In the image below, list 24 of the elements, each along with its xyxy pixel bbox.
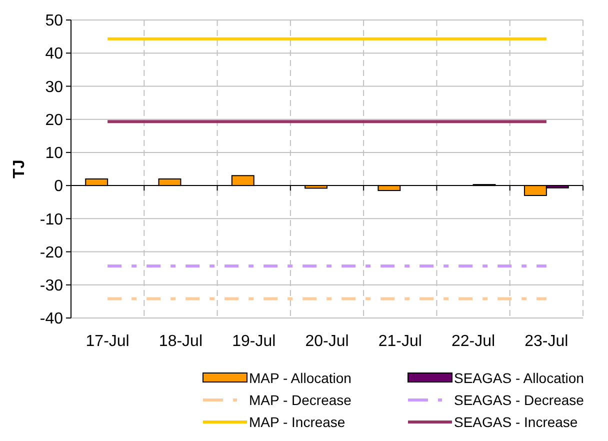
legend-label: MAP - Decrease bbox=[249, 392, 352, 408]
y-tick-label: 0 bbox=[54, 178, 64, 196]
y-tick-label: 10 bbox=[45, 145, 64, 162]
y-tick-label: -10 bbox=[40, 211, 64, 228]
x-tick-label: 22-Jul bbox=[451, 333, 496, 350]
y-axis-title: TJ bbox=[11, 160, 28, 178]
legend-label: MAP - Allocation bbox=[249, 370, 352, 386]
legend-label: SEAGAS - Decrease bbox=[454, 392, 584, 408]
y-tick-label: -20 bbox=[40, 244, 64, 262]
legend-label: SEAGAS - Increase bbox=[454, 414, 578, 430]
y-tick-label: -30 bbox=[40, 277, 64, 294]
y-tick-label: 50 bbox=[45, 12, 64, 30]
legend-label: SEAGAS - Allocation bbox=[454, 370, 584, 386]
x-tick-label: 17-Jul bbox=[86, 333, 130, 350]
x-tick-label: 19-Jul bbox=[232, 333, 276, 350]
y-tick-label: 40 bbox=[45, 46, 64, 63]
x-tick-label: 18-Jul bbox=[158, 333, 203, 350]
x-tick-label: 21-Jul bbox=[378, 333, 422, 350]
y-tick-label: 30 bbox=[45, 78, 64, 96]
x-tick-label: 23-Jul bbox=[524, 333, 568, 350]
y-tick-label: -40 bbox=[40, 310, 64, 328]
legend-label: MAP - Increase bbox=[249, 414, 346, 430]
y-tick-label: 20 bbox=[45, 112, 64, 129]
x-tick-label: 20-Jul bbox=[305, 333, 349, 350]
